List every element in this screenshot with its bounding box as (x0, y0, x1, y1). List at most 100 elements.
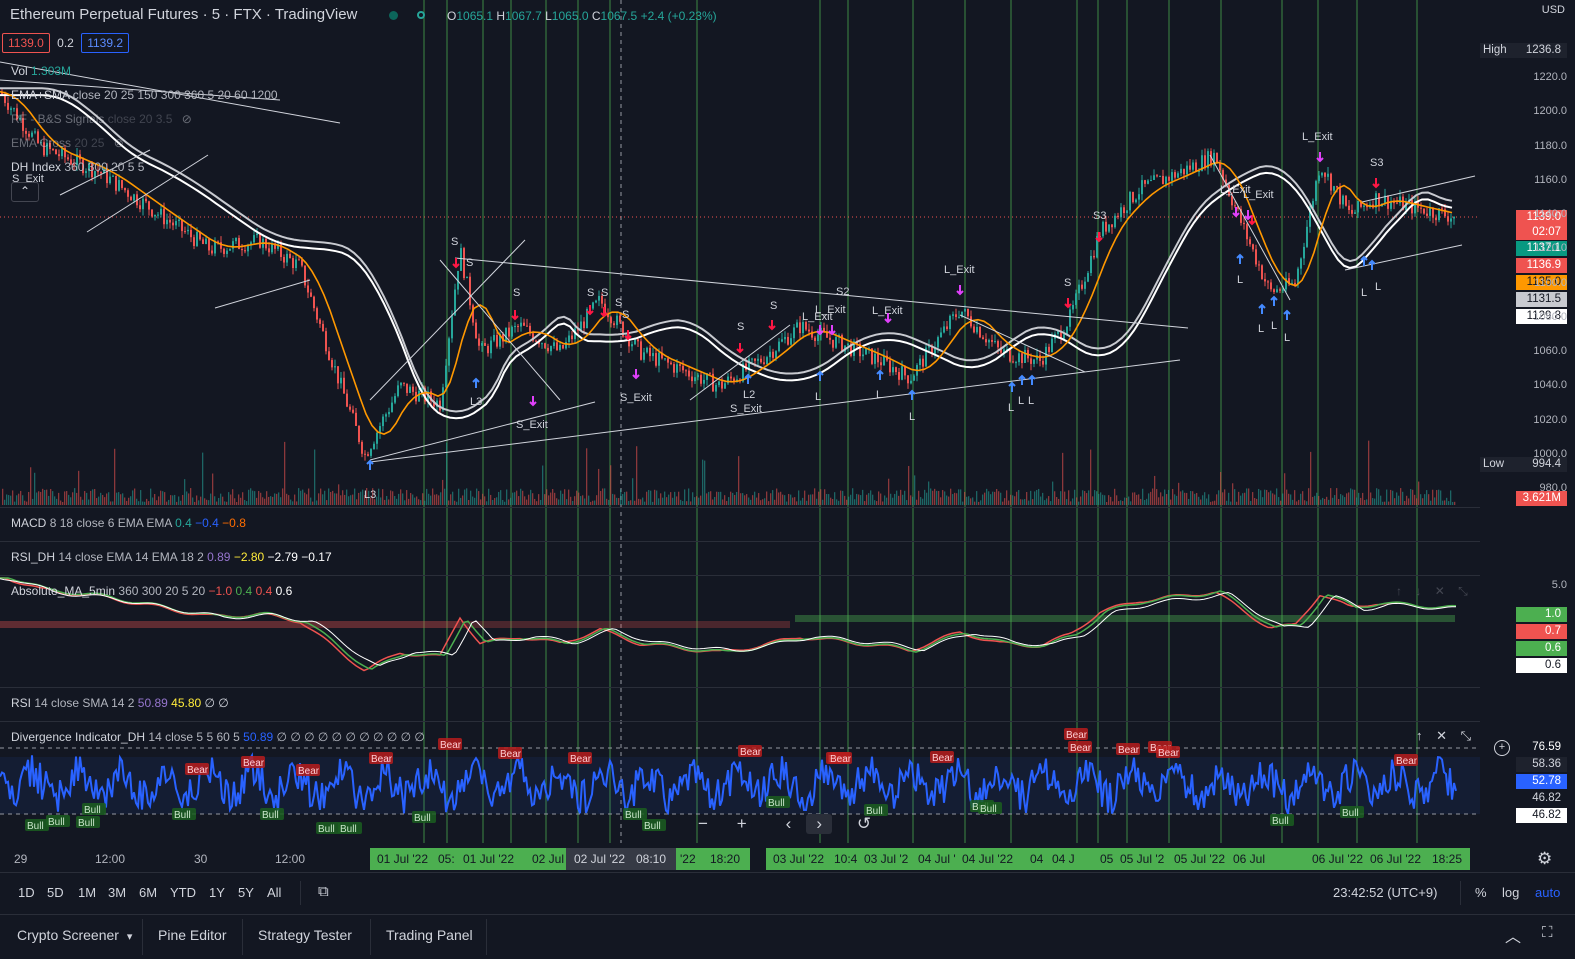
volume-bar (1190, 490, 1192, 505)
candle-body (874, 353, 876, 364)
pane-separator-divergence[interactable] (0, 721, 1480, 722)
volume-bar (1418, 481, 1420, 505)
buy-price-button[interactable]: 1139.2 (81, 33, 129, 53)
legend-ema-sma[interactable]: EMA+SMA close 20 25 150 300 360 5 20 60 … (11, 88, 278, 102)
collapse-pane-icon[interactable]: ⤡ (1460, 728, 1472, 743)
volume-bar (1246, 488, 1248, 505)
price-axis[interactable]: USD High 1236.8 1139.0 02:07 1137.1 1136… (1480, 0, 1575, 842)
range-ytd[interactable]: YTD (170, 885, 196, 900)
legend-divergence[interactable]: Divergence Indicator_DH 14 close 5 5 60 … (11, 730, 425, 744)
pane-separator-macd[interactable] (0, 507, 1480, 508)
pane-separator-absolute[interactable] (0, 575, 1480, 576)
scroll-left-button[interactable]: ‹ (785, 814, 792, 833)
zoom-out-button[interactable]: − (698, 814, 708, 833)
reset-chart-button[interactable]: ↺ (856, 814, 872, 833)
maximize-panel-icon[interactable]: ⛶ (1542, 924, 1553, 941)
chart-settings-gear-icon[interactable]: ⚙ (1537, 849, 1553, 868)
candle-body (733, 378, 735, 382)
volume-bar (1070, 501, 1072, 505)
volume-bar (1074, 489, 1076, 505)
legend-macd[interactable]: MACD 8 18 close 6 EMA EMA 0.4 −0.4 −0.8 (11, 516, 246, 530)
volume-bar (618, 498, 620, 505)
up-arrow-icon (1236, 253, 1244, 264)
candle-body (616, 315, 618, 326)
volume-bar (170, 495, 172, 505)
legend-absolute-ma[interactable]: Absolute_MA_5min 360 300 20 5 20 −1.0 0.… (11, 584, 292, 598)
close-pane-icon[interactable]: ✕ (1434, 584, 1445, 598)
volume-bar (1238, 491, 1240, 505)
pane-separator-rsi[interactable] (0, 687, 1480, 688)
range-1m[interactable]: 1M (78, 885, 97, 900)
volume-bar (1372, 498, 1374, 505)
last-price-badge: 1139.0 (1516, 210, 1567, 225)
volume-bar (1128, 496, 1130, 505)
symbol-title[interactable]: Ethereum Perpetual Futures · 5 · FTX · T… (10, 6, 358, 23)
scroll-right-button[interactable]: › (806, 814, 833, 834)
volume-bar (942, 490, 944, 505)
absolute-value-3: 0.4 (255, 584, 273, 598)
bear-label-box (1156, 746, 1180, 758)
volume-bar (178, 496, 180, 505)
candle-body (1168, 176, 1170, 181)
candle-body (1240, 208, 1242, 223)
legend-rf-signals[interactable]: RF - B&S Signals close 20 3.5 ⊘ (11, 112, 192, 126)
volume-bar (1088, 490, 1090, 505)
hidden-eye-icon[interactable]: ⊘ (113, 136, 124, 150)
collapse-legend-button[interactable]: ⌃ (11, 182, 39, 202)
volume-bar (342, 490, 344, 505)
date-range-icon[interactable]: ⧉ (318, 883, 329, 900)
clock-timezone[interactable]: 23:42:52 (UTC+9) (1333, 885, 1438, 900)
time-axis[interactable]: 29 12:00 30 12:00 01 Jul '22 05: 01 Jul … (0, 843, 1480, 871)
range-6m[interactable]: 6M (139, 885, 158, 900)
volume-bar (1314, 495, 1316, 505)
volume-bar (572, 500, 574, 505)
hidden-eye-icon[interactable]: ⊘ (181, 112, 192, 126)
volume-bar (198, 500, 200, 505)
tab-strategy-tester[interactable]: Strategy Tester (258, 927, 352, 943)
trend-line (689, 324, 791, 401)
zoom-in-button[interactable]: + (736, 814, 747, 833)
range-3m[interactable]: 3M (108, 885, 127, 900)
expand-panel-icon[interactable]: ︿ (1505, 929, 1522, 946)
move-pane-up-icon[interactable]: ↑ (1396, 584, 1402, 598)
move-pane-down-icon[interactable]: ↓ (1415, 584, 1422, 598)
legend-rsi[interactable]: RSI 14 close SMA 14 2 50.89 45.80 ∅ ∅ (11, 696, 229, 710)
volume-bar (1338, 499, 1340, 505)
range-5d[interactable]: 5D (47, 885, 64, 900)
chevron-down-icon[interactable]: ▾ (126, 931, 133, 943)
range-all[interactable]: All (267, 885, 282, 900)
move-pane-up-icon[interactable]: ↑ (1416, 728, 1423, 743)
volume-bar (532, 493, 534, 505)
collapse-pane-icon[interactable]: ⤡ (1458, 584, 1468, 598)
close-pane-icon[interactable]: ✕ (1436, 728, 1448, 743)
add-alert-icon[interactable]: + (1494, 740, 1510, 756)
tab-crypto-screener[interactable]: Crypto Screener ▾ (17, 927, 132, 943)
bull-label-box (316, 822, 340, 834)
legend-ema-cross[interactable]: EMA Cross 20 25 ⊘ (11, 136, 124, 150)
legend-rsi-dh[interactable]: RSI_DH 14 close EMA 14 EMA 18 2 0.89 −2.… (11, 550, 332, 564)
currency-label[interactable]: USD (1541, 4, 1565, 16)
log-scale-toggle[interactable]: log (1502, 885, 1520, 900)
candle-body (988, 339, 990, 343)
auto-scale-toggle[interactable]: auto (1535, 885, 1561, 900)
tab-trading-panel[interactable]: Trading Panel (386, 927, 473, 943)
signal-label: L_Exit (815, 304, 846, 316)
range-5y[interactable]: 5Y (238, 885, 254, 900)
percent-scale-toggle[interactable]: % (1475, 885, 1487, 900)
legend-dh-index[interactable]: DH Index 360 300 20 5 5 (11, 160, 144, 174)
volume-bar (30, 467, 32, 505)
tab-pine-editor[interactable]: Pine Editor (158, 927, 227, 943)
down-arrow-icon (1316, 152, 1324, 163)
candle-body (481, 343, 483, 346)
volume-bar (382, 489, 384, 505)
pane-separator-rsidh[interactable] (0, 541, 1480, 542)
range-1y[interactable]: 1Y (209, 885, 225, 900)
volume-bar (332, 490, 334, 505)
range-1d[interactable]: 1D (18, 885, 35, 900)
volume-bar (290, 499, 292, 505)
volume-bar (1406, 495, 1408, 505)
legend-vol[interactable]: Vol 1.303M (11, 64, 71, 78)
sell-price-button[interactable]: 1139.0 (2, 33, 50, 53)
candle-body (646, 347, 648, 353)
